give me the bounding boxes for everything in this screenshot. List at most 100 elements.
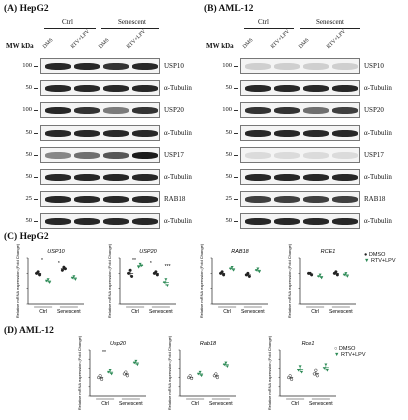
panel-a-band [132, 174, 158, 181]
x-group-label: Senescent [329, 309, 353, 315]
panel-a-mw-marker: 50 [25, 84, 33, 92]
panel-a-band [132, 129, 158, 137]
data-point-rtv [165, 284, 169, 287]
data-point-rtv [134, 359, 138, 363]
data-point-dmso [127, 271, 131, 275]
data-point-rtv [230, 266, 234, 269]
data-point-rtv [138, 262, 142, 266]
panel-a-blot-strip [40, 191, 160, 208]
panel-b-band [245, 174, 271, 181]
panel-a-mw-marker: 100 [22, 62, 32, 69]
panel-b-mw-tick [234, 88, 238, 90]
panel-a-blot-label: USP20 [164, 106, 184, 115]
panel-b-band [332, 107, 358, 115]
data-point-rtv [137, 266, 141, 269]
panel-b-band [245, 107, 271, 115]
chart-title: RCE1 [321, 249, 336, 255]
data-point-rtv [325, 369, 329, 372]
chart-title: RAB18 [231, 249, 249, 255]
data-point-dmso [222, 273, 226, 277]
panel-b-mw-marker: 50 [225, 217, 233, 225]
panel-a-blot-strip [40, 169, 160, 185]
panel-b-band [245, 196, 271, 204]
data-point-rtv [45, 279, 49, 283]
legend-d-dmso-label: DMSO [338, 346, 356, 352]
y-axis-label: Relative mRNA expression (Fold Change) [15, 243, 20, 318]
data-point-rtv [72, 275, 76, 278]
panel-a-band [132, 85, 158, 93]
panel-a-band [74, 174, 100, 181]
panel-a-mw-marker: 100 [22, 106, 32, 114]
data-point-dmso [155, 273, 159, 277]
panel-a-band [74, 63, 100, 70]
panel-b-ctrl-underline [244, 28, 294, 29]
significance-mark: * [150, 261, 152, 267]
panel-b-blot-strip [240, 169, 360, 185]
panel-a-blot-strip [40, 80, 160, 97]
panel-a-band [132, 218, 158, 226]
panel-a-mw-tick [34, 66, 38, 67]
data-point-rtv [324, 363, 328, 367]
data-point-dmso [335, 273, 339, 277]
x-group-label: Ctrl [131, 309, 139, 315]
panel-a-blot-strip [40, 102, 160, 119]
qpcr-chart: Rce1 Relative mRNA expression (Fold Chang… [267, 335, 336, 410]
data-point-rtv [297, 369, 301, 372]
panel-b-blot-label: USP20 [364, 106, 384, 115]
panel-a-blot-label: α-Tubulin [164, 84, 192, 93]
panel-a-band [103, 63, 129, 70]
panel-a-band [74, 129, 100, 137]
panel-b-band [245, 151, 271, 159]
x-group-label: Ctrl [291, 401, 299, 407]
panel-a-group-ctrl: Ctrl [62, 18, 73, 26]
panel-a-lane-label: DMS [41, 37, 55, 50]
panel-a-blot-strip [40, 213, 160, 230]
panel-a-band [103, 174, 129, 181]
panel-a-band [74, 85, 100, 93]
data-point-rtv [48, 281, 52, 284]
panel-b-mw-marker: 50 [225, 84, 233, 92]
panel-b-blot-label: α-Tubulin [364, 84, 392, 93]
panel-a-group-senescent: Senescent [118, 18, 146, 26]
panel-b-band [303, 129, 329, 137]
y-axis-label: Relative mRNA expression (Fold Change) [77, 335, 82, 410]
data-point-dmso [188, 374, 192, 378]
panel-b-mw-marker: 50 [225, 173, 233, 180]
x-group-label: Ctrl [311, 309, 319, 315]
data-point-dmso [63, 267, 67, 271]
panel-a-band [45, 85, 71, 93]
data-point-dmso [215, 376, 219, 380]
panel-a-band [103, 196, 129, 204]
data-point-rtv [135, 363, 139, 367]
data-point-rtv [108, 369, 112, 372]
panel-b-mw-tick [234, 110, 238, 112]
data-point-rtv [222, 363, 226, 367]
panel-b-band [303, 85, 329, 93]
data-point-dmso [288, 374, 292, 378]
panel-a-ctrl-underline [44, 28, 96, 29]
qpcr-chart: Rab18 Relative mRNA expression (Fold Chan… [167, 335, 236, 410]
data-point-dmso [247, 274, 251, 278]
panel-a-lane-label: DMS [97, 37, 111, 50]
panel-b-band [274, 174, 300, 181]
panel-b-blot-strip [240, 146, 360, 163]
data-point-rtv [70, 276, 74, 280]
panel-b-mw-tick [234, 199, 238, 201]
panel-b-band [245, 129, 271, 137]
data-point-dmso [36, 270, 40, 274]
legend-d-rtv-label: RTV+LPV [340, 352, 366, 358]
panel-a-band [103, 129, 129, 137]
data-point-dmso [312, 372, 316, 376]
panel-a-mw-marker: 25 [25, 195, 33, 203]
panel-a-mw-tick [34, 110, 38, 112]
panel-b-group-ctrl: Ctrl [258, 18, 269, 26]
data-point-dmso [60, 268, 64, 272]
panel-d-title: (D) AML-12 [4, 326, 54, 336]
panel-b-blot-strip [240, 58, 360, 74]
x-group-label: Ctrl [223, 309, 231, 315]
panel-b-band [303, 63, 329, 70]
data-point-dmso [38, 273, 42, 277]
panel-b-mw-tick [234, 154, 238, 156]
panel-b-blot-label: USP17 [364, 150, 384, 159]
panel-a-mw-tick [34, 177, 38, 178]
